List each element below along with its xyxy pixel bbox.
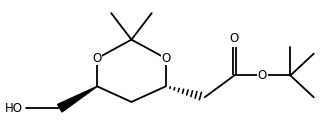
Polygon shape [57, 86, 97, 112]
Text: O: O [161, 52, 170, 65]
Text: HO: HO [5, 102, 23, 115]
Text: O: O [93, 52, 102, 65]
Text: O: O [230, 32, 239, 45]
Text: O: O [258, 69, 267, 82]
